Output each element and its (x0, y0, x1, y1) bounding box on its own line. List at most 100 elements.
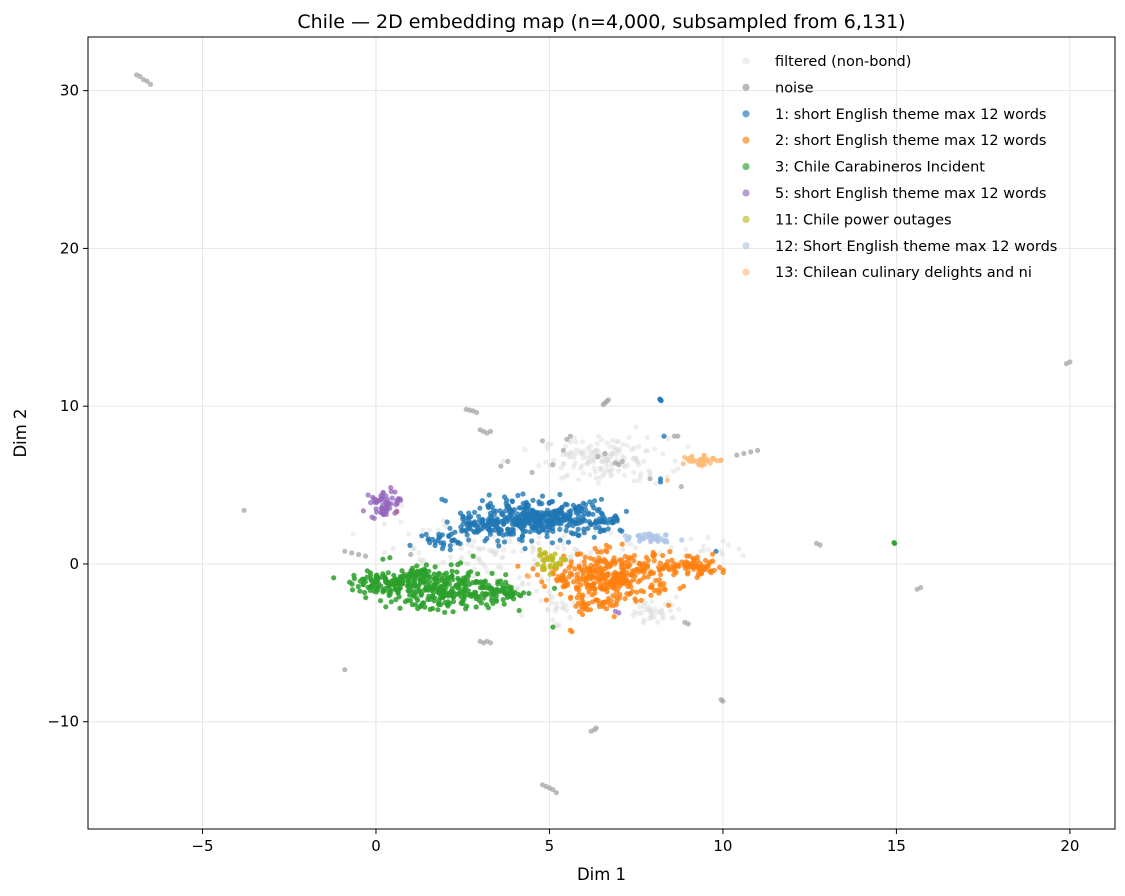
data-point (487, 428, 494, 434)
data-point (568, 450, 574, 456)
data-point (564, 502, 570, 508)
data-point (624, 442, 630, 448)
data-point (376, 581, 382, 587)
data-point (698, 564, 705, 570)
data-point (642, 448, 649, 454)
data-point (531, 518, 538, 524)
data-point (472, 509, 478, 515)
data-point (515, 563, 521, 569)
data-point (432, 564, 438, 570)
data-point (597, 584, 604, 590)
data-point (577, 448, 583, 454)
data-point (582, 554, 588, 560)
data-point (559, 604, 566, 611)
data-point (579, 594, 585, 600)
legend-label: 2: short English theme max 12 words (775, 133, 1046, 149)
data-point (560, 447, 566, 453)
data-point (589, 457, 595, 463)
data-point (485, 605, 491, 611)
data-point (594, 441, 600, 447)
data-point (607, 468, 613, 474)
data-point (416, 550, 422, 556)
data-point (657, 476, 664, 482)
data-point (562, 473, 569, 480)
data-point (560, 606, 567, 612)
data-point (613, 451, 619, 457)
data-point (619, 453, 626, 459)
data-point (596, 480, 602, 486)
data-point (479, 521, 485, 528)
data-point (571, 435, 578, 441)
data-point (619, 561, 625, 567)
data-point (552, 551, 558, 557)
data-point (564, 582, 570, 589)
data-point (599, 458, 605, 464)
data-point (589, 584, 595, 591)
data-point (436, 600, 442, 606)
data-point (466, 550, 472, 556)
data-point (1063, 361, 1069, 367)
data-point (615, 468, 622, 474)
data-point (573, 506, 579, 512)
data-point (717, 457, 723, 464)
data-point (554, 601, 560, 607)
data-point (349, 587, 356, 593)
data-point (378, 509, 384, 515)
legend-marker (742, 57, 750, 65)
data-point (544, 534, 550, 540)
data-point (426, 583, 432, 589)
data-point (442, 498, 448, 504)
data-point (464, 532, 470, 538)
data-point (380, 490, 386, 496)
data-point (506, 517, 513, 523)
legend-marker (742, 242, 750, 250)
data-point (489, 548, 495, 554)
data-point (398, 502, 404, 508)
y-tick-label: 10 (60, 397, 79, 415)
data-point (582, 502, 589, 508)
data-point (536, 534, 542, 540)
data-point (634, 589, 640, 595)
data-point (586, 510, 592, 516)
data-point (520, 590, 527, 596)
data-point (593, 725, 599, 731)
legend-label: noise (775, 80, 814, 96)
data-point (644, 434, 651, 440)
data-point (476, 513, 482, 519)
data-point (480, 516, 486, 523)
data-point (599, 437, 605, 443)
data-point (545, 607, 551, 613)
data-point (527, 529, 533, 535)
data-point (662, 539, 669, 545)
data-point (593, 530, 599, 536)
data-point (392, 581, 398, 588)
data-point (368, 577, 374, 583)
data-point (585, 445, 591, 451)
data-point (685, 621, 691, 627)
data-point (514, 522, 520, 528)
data-point (447, 543, 453, 549)
data-point (400, 581, 406, 587)
data-point (408, 551, 414, 558)
data-point (605, 571, 611, 577)
data-point (682, 565, 689, 572)
data-point (364, 568, 370, 574)
data-point (554, 545, 561, 551)
data-point (529, 549, 536, 555)
data-point (602, 576, 608, 582)
data-point (549, 540, 556, 546)
data-point (489, 587, 495, 593)
data-point (560, 460, 566, 466)
data-point (641, 458, 647, 464)
data-point (501, 539, 508, 545)
data-point (559, 475, 565, 481)
data-point (638, 537, 644, 543)
data-point (529, 469, 535, 475)
data-point (691, 556, 697, 562)
data-point (662, 532, 669, 538)
data-point (519, 537, 525, 544)
data-point (646, 606, 652, 612)
data-point (493, 508, 499, 514)
data-point (548, 593, 554, 599)
data-point (519, 580, 526, 586)
